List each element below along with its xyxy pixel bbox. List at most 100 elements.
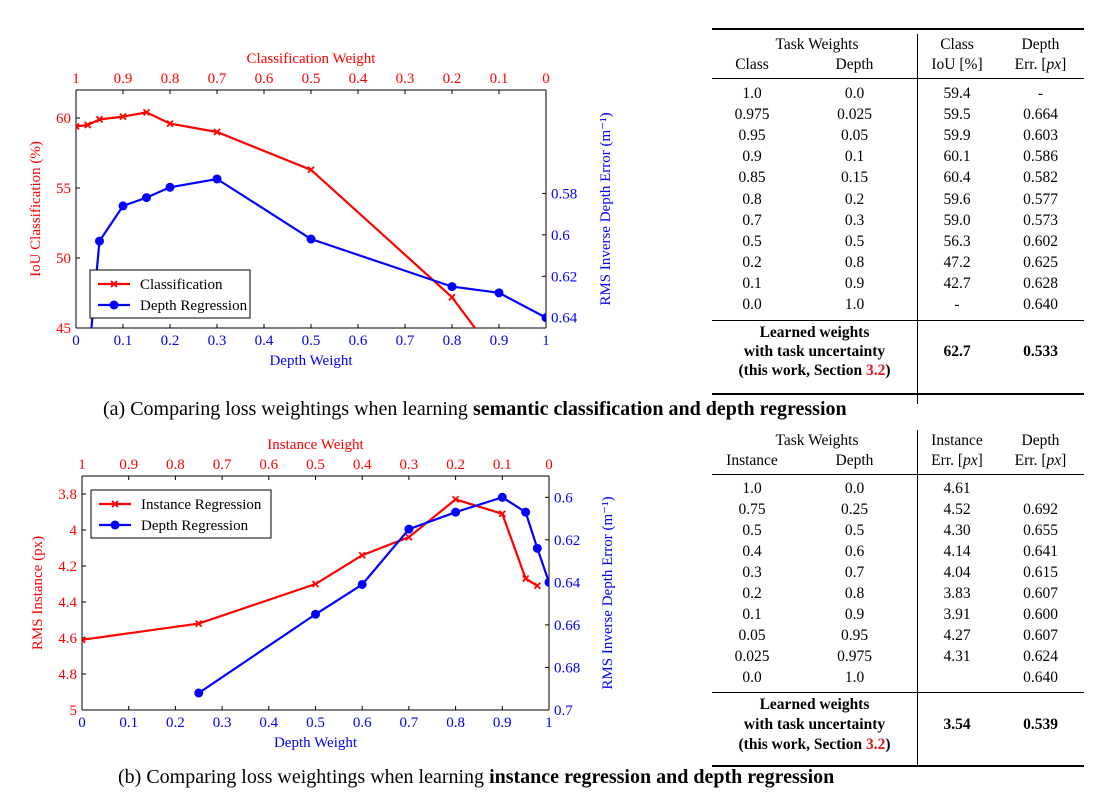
chart-a: 0 0.1 0.2 0.3 0.4 0.5 0.6 0.7 0.8 0.9 1 1 0.9 0.8 0.7 0… <box>28 51 614 369</box>
table-cell: 56.3 <box>943 232 971 250</box>
table-cell: 0.0 <box>844 85 865 102</box>
data-point <box>118 201 128 211</box>
table-cell: 0.607 <box>1023 585 1058 602</box>
data-point <box>532 543 542 553</box>
x-top-tick-label: 0.7 <box>213 457 232 473</box>
x-top-tick-label: 0 <box>542 71 550 87</box>
data-point <box>307 166 315 174</box>
table-cell: 0.4 <box>742 543 762 560</box>
table-cell: 60.1 <box>943 148 971 166</box>
table-cell: 0.7 <box>844 564 865 581</box>
x-axis-title: Depth Weight <box>269 353 353 369</box>
table-cell: 0.602 <box>1023 232 1058 250</box>
data-point <box>166 119 174 128</box>
series-line <box>76 111 477 328</box>
table-cell: 0.1 <box>844 148 865 166</box>
table-cell: 42.7 <box>943 274 971 292</box>
table-cell: 1.0 <box>742 480 762 497</box>
table-cell: 59.4 <box>943 85 971 102</box>
x-tick-label: 1 <box>542 333 550 349</box>
table-cell: 47.2 <box>943 253 971 271</box>
table-cell: 0.2 <box>742 585 762 602</box>
table-cell: 4.52 <box>943 501 971 518</box>
legend-marker <box>110 520 120 530</box>
y-left-tick-label: 4.2 <box>58 559 77 575</box>
x-top-tick-label: 0.2 <box>446 457 465 473</box>
table-cell: 0.600 <box>1023 606 1058 623</box>
y-right-tick-label: 0.64 <box>554 575 581 591</box>
y-left-tick-label: 50 <box>56 251 71 267</box>
data-point <box>451 507 461 517</box>
table-cell: 59.0 <box>943 211 971 229</box>
table-cell: 1.0 <box>742 85 762 102</box>
table-cell: 0.05 <box>840 127 869 145</box>
x-top-tick-label: 0.5 <box>302 71 321 87</box>
table-cell: 0.9 <box>844 606 865 623</box>
table-cell: 0.0 <box>742 296 762 313</box>
table-cell: 0.9 <box>742 148 762 166</box>
table-cell: 0.5 <box>844 232 865 250</box>
legend-marker <box>111 500 119 508</box>
table-a-col3-line2: IoU [%] <box>931 56 983 73</box>
data-point <box>533 582 541 590</box>
x-top-tick-label: 0.3 <box>396 71 415 87</box>
table-b-col1: Instance <box>726 452 778 469</box>
table-cell: - <box>1037 85 1044 102</box>
table-cell: 0.8 <box>844 253 865 271</box>
data-point <box>447 282 457 292</box>
table-b-col3-line2: Err. [px] <box>931 452 983 469</box>
table-cell: 0.607 <box>1023 627 1058 644</box>
table-cell: 0.8 <box>844 585 865 602</box>
table-b-learned-line3: (this work, Section 3.2) <box>738 736 891 753</box>
table-cell: 0.25 <box>840 501 869 518</box>
legend-marker <box>110 280 118 288</box>
data-point <box>541 313 546 323</box>
table-a-learned-v1: 62.7 <box>943 343 971 360</box>
x-top-tick-label: 0.8 <box>161 71 180 87</box>
data-point <box>358 551 366 559</box>
table-a-learned-v2: 0.533 <box>1023 343 1058 360</box>
x-axis-title: Depth Weight <box>274 735 358 751</box>
x-tick-label: 0.9 <box>490 333 509 349</box>
y-left-axis-title: RMS Instance (px) <box>30 536 46 650</box>
table-cell: 0.975 <box>734 106 770 124</box>
table-cell: 0.641 <box>1023 543 1058 560</box>
table-cell: 0.05 <box>738 627 766 644</box>
x-top-axis-title: Instance Weight <box>267 437 364 453</box>
table-cell: 1.0 <box>844 669 865 686</box>
table-cell: 4.30 <box>943 522 971 539</box>
y-left-tick-label: 4.8 <box>58 667 77 683</box>
x-top-tick-label: 0.9 <box>114 71 133 87</box>
table-cell: 1.0 <box>844 296 865 313</box>
legend: Instance Regression Depth Regression <box>90 489 272 539</box>
x-top-tick-label: 0.4 <box>349 71 368 87</box>
legend-label: Depth Regression <box>140 298 248 314</box>
table-a-learned-line3: (this work, Section 3.2) <box>738 362 891 379</box>
table-cell: 3.91 <box>943 606 971 623</box>
y-left-tick-label: 3.8 <box>58 487 77 503</box>
x-tick-label: 0.2 <box>166 715 185 731</box>
data-point <box>544 577 549 587</box>
table-b-col2: Depth <box>835 452 874 469</box>
table-b: Task Weights Instance Depth Instance Err… <box>712 424 1084 766</box>
table-cell: 0.655 <box>1023 522 1058 539</box>
y-right-tick-label: 0.66 <box>554 618 581 634</box>
data-point <box>405 533 413 541</box>
x-tick-label: 0.9 <box>493 715 512 731</box>
table-b-col4-line1: Depth <box>1021 432 1060 449</box>
x-top-tick-label: 0.4 <box>353 457 372 473</box>
table-cell: 0.1 <box>742 606 762 623</box>
x-tick-label: 0.8 <box>443 333 462 349</box>
table-cell: - <box>954 296 960 313</box>
table-cell: 60.4 <box>943 169 971 187</box>
legend-marker <box>109 300 119 310</box>
table-cell: 0.603 <box>1023 127 1058 145</box>
table-cell: 0.1 <box>742 274 762 292</box>
x-top-tick-label: 0.5 <box>306 457 325 473</box>
table-cell: 59.5 <box>943 106 971 124</box>
data-point <box>82 636 86 644</box>
data-point <box>497 492 507 502</box>
plot-area <box>82 492 549 698</box>
x-tick-label: 0.4 <box>255 333 274 349</box>
y-left-tick-label: 4 <box>70 523 78 539</box>
